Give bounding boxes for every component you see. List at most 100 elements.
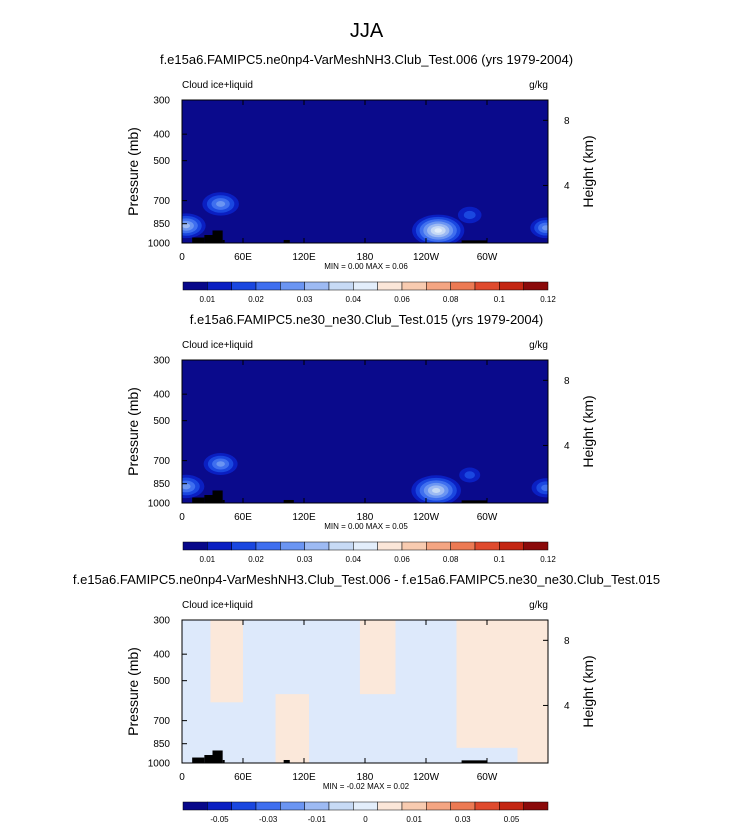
colorbar-swatch <box>182 801 208 811</box>
colorbar-swatch <box>377 281 403 291</box>
colorbar-label: 0.1 <box>494 295 506 304</box>
units-label: g/kg <box>529 80 548 91</box>
difference-region <box>395 620 457 763</box>
colorbar-swatch <box>353 281 378 291</box>
colorbar-swatch <box>450 281 476 291</box>
x-tick-label: 120E <box>292 252 316 263</box>
terrain-block <box>192 237 205 243</box>
y-tick-label: 1000 <box>148 499 171 510</box>
colorbar-swatch <box>304 541 330 551</box>
figure-title: JJA <box>349 20 384 42</box>
y-tick-label: 400 <box>153 130 170 141</box>
colorbar-swatch <box>377 801 403 811</box>
colorbar-label: 0 <box>363 815 368 824</box>
colorbar-label: -0.03 <box>259 815 278 824</box>
colorbar-label: 0.08 <box>443 295 459 304</box>
y-tick-label: 400 <box>153 390 170 401</box>
chart-svg-1: f.e15a6.FAMIPC5.ne0np4-VarMeshNH3.Club_T… <box>125 52 596 304</box>
x-tick-label: 120W <box>413 252 440 263</box>
terrain-block <box>461 240 487 243</box>
colorbar-swatch <box>280 541 305 551</box>
x-tick-label: 60W <box>477 512 498 523</box>
terrain-block <box>222 499 225 503</box>
cloud-feature <box>182 474 205 499</box>
y-tick-label: 500 <box>153 156 170 167</box>
terrain-block <box>192 757 205 763</box>
difference-region <box>309 620 360 721</box>
y2-tick-label: 4 <box>564 701 570 712</box>
chart-svg-3: f.e15a6.FAMIPC5.ne0np4-VarMeshNH3.Club_T… <box>73 572 660 824</box>
colorbar-swatch <box>304 281 330 291</box>
colorbar-label: 0.03 <box>297 555 313 564</box>
colorbar-swatch <box>353 801 378 811</box>
colorbar-swatch <box>231 541 257 551</box>
y-tick-label: 500 <box>153 676 170 687</box>
colorbar-label: 0.06 <box>394 555 410 564</box>
colorbar-swatch <box>499 281 524 291</box>
colorbar-swatch <box>523 281 549 291</box>
y-axis-label: Pressure (mb) <box>125 647 141 736</box>
colorbar-swatch <box>207 541 232 551</box>
terrain-block <box>212 230 223 243</box>
x-tick-label: 60W <box>477 772 498 783</box>
difference-region <box>275 694 310 763</box>
x-tick-label: 60E <box>234 252 252 263</box>
units-label: g/kg <box>529 340 548 351</box>
colorbar-swatch <box>231 801 257 811</box>
colorbar-swatch <box>401 541 427 551</box>
colorbar: 0.01 0.02 0.03 0.04 0.06 0.08 0.1 0.12 <box>182 541 556 564</box>
min-max-stats: MIN = 0.00 MAX = 0.06 <box>324 262 408 271</box>
y-tick-label: 300 <box>153 616 170 627</box>
colorbar-label: 0.02 <box>248 555 264 564</box>
colorbar-label: 0.01 <box>200 555 216 564</box>
colorbar-swatch <box>353 541 378 551</box>
y-tick-label: 700 <box>153 716 170 727</box>
colorbar-label: 0.01 <box>200 295 216 304</box>
colorbar-swatch <box>207 801 232 811</box>
y-tick-label: 850 <box>153 219 170 230</box>
units-label: g/kg <box>529 600 548 611</box>
x-tick-label: 0 <box>179 772 185 783</box>
colorbar-swatch <box>280 801 305 811</box>
terrain-block <box>461 500 487 503</box>
colorbar-swatch <box>426 801 451 811</box>
y2-tick-label: 4 <box>564 441 570 452</box>
panel-title: f.e15a6.FAMIPC5.ne0np4-VarMeshNH3.Club_T… <box>73 572 660 587</box>
x-tick-label: 60E <box>234 512 252 523</box>
colorbar-swatch <box>377 541 403 551</box>
colorbar-label: 0.12 <box>540 295 556 304</box>
min-max-stats: MIN = -0.02 MAX = 0.02 <box>323 782 410 791</box>
x-tick-label: 180 <box>357 252 374 263</box>
colorbar-label: 0.1 <box>494 555 506 564</box>
colorbar-swatch <box>304 801 330 811</box>
terrain-block <box>212 490 223 503</box>
colorbar: -0.05 -0.03 -0.01 0 0.01 0.03 0.05 <box>182 801 549 824</box>
colorbar-label: 0.06 <box>394 295 410 304</box>
colorbar-swatch <box>255 541 281 551</box>
y2-tick-label: 8 <box>564 116 570 127</box>
colorbar-swatch <box>426 281 451 291</box>
y-tick-label: 300 <box>153 96 170 107</box>
y2-tick-label: 8 <box>564 636 570 647</box>
variable-label: Cloud ice+liquid <box>182 340 253 351</box>
terrain-block <box>204 235 213 243</box>
colorbar-swatch <box>280 281 305 291</box>
colorbar-swatch <box>523 801 549 811</box>
colorbar-label: 0.05 <box>504 815 520 824</box>
min-max-stats: MIN = 0.00 MAX = 0.05 <box>324 522 408 531</box>
cloud-feature <box>411 475 461 503</box>
terrain-block <box>222 759 225 763</box>
colorbar-swatch <box>499 541 524 551</box>
colorbar-swatch <box>182 541 208 551</box>
variable-label: Cloud ice+liquid <box>182 600 253 611</box>
x-tick-label: 0 <box>179 512 185 523</box>
colorbar: 0.01 0.02 0.03 0.04 0.06 0.08 0.1 0.12 <box>182 281 556 304</box>
x-tick-label: 0 <box>179 252 185 263</box>
cloud-feature <box>459 467 481 483</box>
y-tick-label: 700 <box>153 456 170 467</box>
terrain-block <box>212 750 223 763</box>
cloud-feature <box>530 217 548 239</box>
x-tick-label: 120E <box>292 512 316 523</box>
cloud-feature <box>203 452 238 475</box>
x-tick-label: 120W <box>413 512 440 523</box>
